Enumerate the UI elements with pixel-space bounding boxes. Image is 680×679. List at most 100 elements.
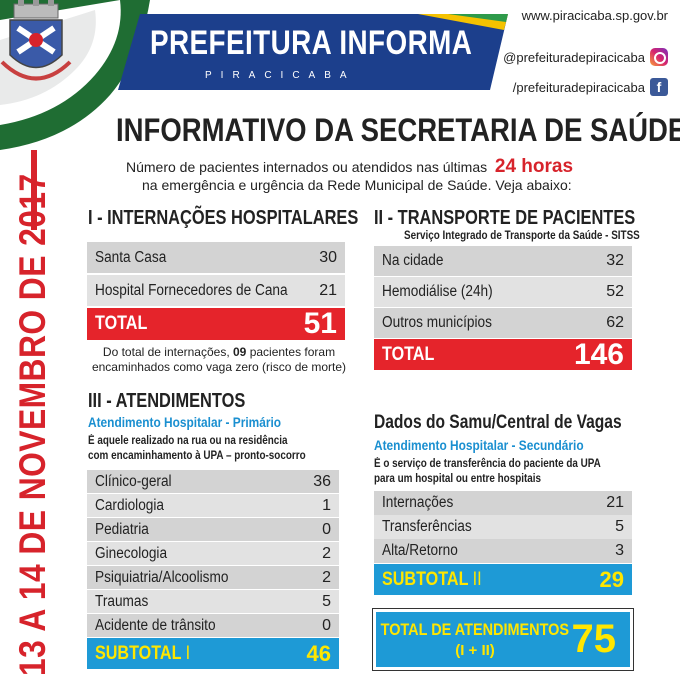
row-label: Pediatria [95, 520, 149, 538]
row-label: Ginecologia [95, 544, 168, 562]
transporte-subtitle: Serviço Integrado de Transporte da Saúde… [404, 230, 640, 242]
table-row: Psiquiatria/Alcoolismo 2 [87, 566, 339, 589]
transporte-title: II - TRANSPORTE DE PACIENTES [374, 207, 636, 229]
grand-total-frame [372, 608, 634, 671]
subtotal-numeral: I [185, 642, 191, 664]
row-value: 21 [319, 281, 337, 299]
table-row: Clínico-geral 36 [87, 470, 339, 493]
banner-background [118, 14, 508, 90]
total-value: 51 [303, 307, 337, 340]
instagram-icon [650, 48, 668, 66]
total-value: 146 [573, 337, 624, 371]
instagram-link[interactable]: @prefeituradepiracicaba [503, 48, 668, 66]
row-label: Hemodiálise (24h) [382, 283, 493, 300]
atendimentos-subtitle: Atendimento Hospitalar - Primário [88, 414, 282, 430]
row-value: 32 [606, 252, 624, 269]
desc-line-1: É aquele realizado na rua ou na residênc… [88, 435, 288, 447]
transporte-total: TOTAL 146 [374, 337, 632, 371]
total-label: TOTAL [382, 343, 435, 365]
internacoes-title: I - INTERNAÇÕES HOSPITALARES [88, 207, 359, 229]
row-value: 0 [322, 520, 331, 538]
side-accent-bar [31, 150, 37, 230]
row-label: Hospital Fornecedores de Cana [95, 281, 288, 299]
grand-total-value: 75 [571, 617, 617, 661]
subtotal-value: 46 [306, 640, 331, 666]
table-row: Traumas 5 [87, 590, 339, 613]
intro-line-1: Número de pacientes internados ou atendi… [126, 156, 573, 178]
coat-of-arms-icon [0, 0, 72, 81]
note-text-2: pacientes foram [246, 345, 336, 359]
facebook-handle[interactable]: /prefeituradepiracicaba [512, 79, 645, 95]
atendimentos-description: É aquele realizado na rua ou na residênc… [88, 434, 306, 464]
samu-description: É o serviço de transferência do paciente… [374, 457, 601, 487]
subtotal-value: 29 [599, 566, 624, 592]
grand-total-label: TOTAL DE ATENDIMENTOS [380, 620, 570, 639]
note-text-1: Do total de internações, [102, 345, 233, 359]
samu-title: Dados do Samu/Central de Vagas [374, 412, 622, 433]
table-row: Na cidade 32 [374, 246, 632, 276]
row-label: Internações [382, 494, 454, 511]
desc-line-2: para um hospital ou entre hospitais [374, 473, 542, 485]
row-value: 5 [322, 592, 331, 610]
table-row: Cardiologia 1 [87, 494, 339, 517]
banner-title: PREFEITURA INFORMA [150, 24, 473, 62]
subtotal-text: SUBTOTAL [95, 642, 182, 664]
website-text[interactable]: www.piracicaba.sp.gov.br [521, 8, 668, 23]
subtotal-numeral: II [472, 568, 482, 590]
website-link[interactable]: www.piracicaba.sp.gov.br [522, 8, 668, 23]
table-row: Outros municípios 62 [374, 308, 632, 338]
row-label: Santa Casa [95, 248, 167, 266]
table-row: Acidente de trânsito 0 [87, 614, 339, 637]
row-label: Traumas [95, 592, 149, 610]
atendimentos-title: III - ATENDIMENTOS [88, 390, 246, 412]
side-date-text: 13 A 14 DE NOVEMBRO DE 2017 [12, 173, 53, 676]
internacoes-note: Do total de internações, 09 pacientes fo… [90, 345, 348, 375]
note-bold: 09 [233, 345, 247, 359]
table-row: Pediatria 0 [87, 518, 339, 541]
table-row: Hemodiálise (24h) 52 [374, 277, 632, 307]
table-row: Ginecologia 2 [87, 542, 339, 565]
table-row: Alta/Retorno 3 [374, 539, 632, 563]
instagram-handle[interactable]: @prefeituradepiracicaba [503, 49, 645, 65]
table-row: Transferências 5 [374, 515, 632, 539]
row-value: 2 [322, 544, 331, 562]
subtotal-text: SUBTOTAL [382, 568, 469, 590]
desc-line-1: É o serviço de transferência do paciente… [374, 458, 601, 470]
table-row: Internações 21 [374, 491, 632, 515]
row-value: 30 [319, 248, 337, 266]
side-date: 13 A 14 DE NOVEMBRO DE 2017 [12, 92, 54, 676]
subtotal-label: SUBTOTAL I [95, 643, 190, 665]
total-label: TOTAL [95, 313, 148, 334]
table-row: Santa Casa 30 [87, 242, 345, 273]
row-value: 3 [615, 542, 624, 559]
row-label: Alta/Retorno [382, 542, 458, 559]
row-label: Acidente de trânsito [95, 616, 216, 634]
subtotal-label: SUBTOTAL II [382, 569, 482, 591]
row-value: 52 [606, 283, 624, 300]
row-label: Psiquiatria/Alcoolismo [95, 568, 229, 586]
table-row: Hospital Fornecedores de Cana 21 [87, 275, 345, 306]
row-value: 1 [322, 496, 331, 514]
atendimentos-table: Clínico-geral 36 Cardiologia 1 Pediatria 0 Gin… [87, 470, 339, 637]
row-value: 21 [606, 494, 624, 511]
row-label: Cardiologia [95, 496, 165, 514]
city-flag-emblem [0, 0, 150, 150]
row-value: 0 [322, 616, 331, 634]
row-value: 2 [322, 568, 331, 586]
row-value: 36 [313, 472, 331, 490]
row-value: 62 [606, 314, 624, 331]
page-title: INFORMATIVO DA SECRETARIA DE SAÚDE [116, 112, 680, 148]
atendimentos-subtotal: SUBTOTAL I 46 [87, 638, 339, 669]
intro-line-2: na emergência e urgência da Rede Municip… [142, 177, 572, 193]
facebook-icon: f [650, 78, 668, 96]
facebook-link[interactable]: /prefeituradepiracicaba f [513, 78, 668, 96]
banner-subtitle: PIRACICABA [205, 70, 356, 81]
grand-total-labels: TOTAL DE ATENDIMENTOS (I + II) [381, 620, 569, 659]
row-value: 5 [615, 518, 624, 535]
samu-subtotal: SUBTOTAL II 29 [374, 564, 632, 595]
grand-total-formula: (I + II) [455, 642, 495, 659]
grand-total: TOTAL DE ATENDIMENTOS (I + II) 75 [376, 612, 630, 667]
internacoes-total: TOTAL 51 [87, 307, 345, 340]
intro-highlight: 24 horas [494, 156, 574, 177]
intro-text-1: Número de pacientes internados ou atendi… [126, 159, 488, 175]
